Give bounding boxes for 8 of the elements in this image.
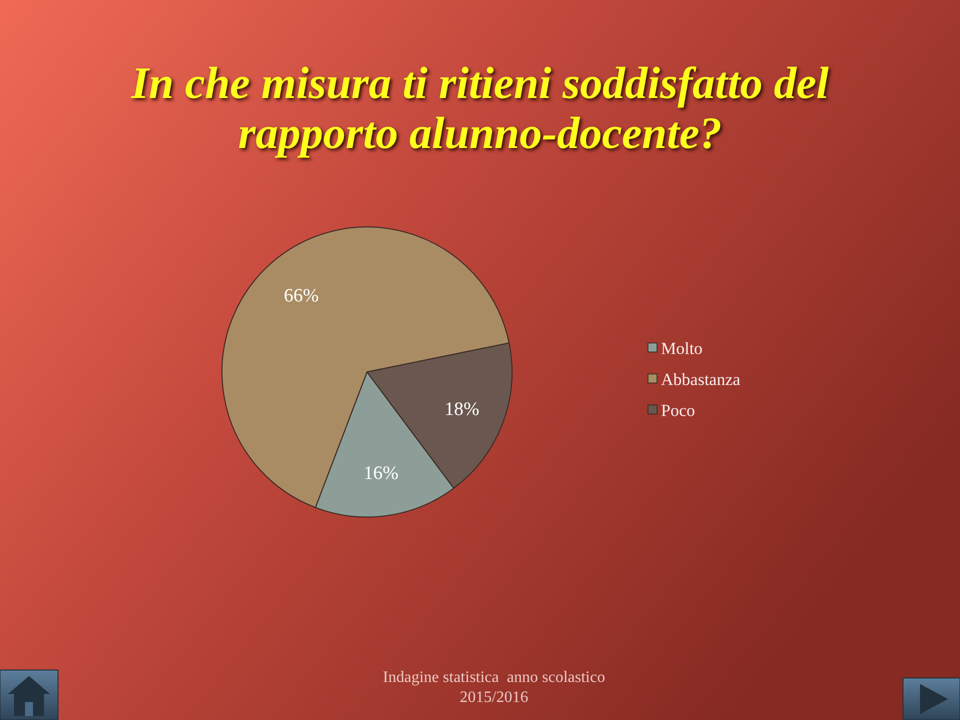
legend-label: Abbastanza: [661, 370, 741, 389]
chart-title: In che misura ti ritieni soddisfatto del rapporto alunno-docente?: [130, 58, 830, 158]
data-label: 18%: [444, 398, 480, 420]
text: Indagine statistica anno scolastico 2015/2016: [382, 668, 606, 708]
data-label: 66%: [284, 285, 319, 306]
data-label: 16%: [364, 463, 399, 484]
legend-label: Poco: [661, 400, 695, 420]
legend-label: Molto: [661, 338, 703, 358]
